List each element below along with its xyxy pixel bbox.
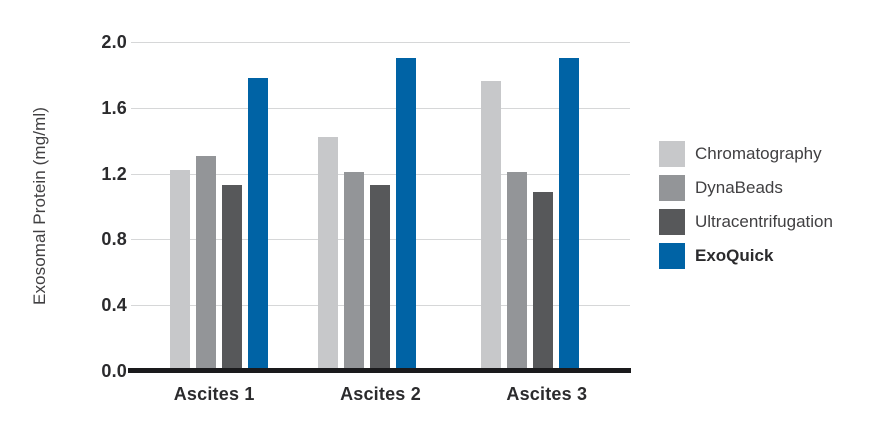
legend-swatch-dynabeads: [659, 175, 685, 201]
bar-ultracentrifugation-ascites-2: [370, 185, 390, 371]
plot-area: [131, 42, 630, 371]
legend-label-chromatography: Chromatography: [695, 144, 822, 163]
x-axis-line: [128, 368, 631, 373]
x-category-label-ascites-1: Ascites 1: [173, 384, 255, 404]
bar-exoquick-ascites-3: [559, 58, 579, 371]
bar-exoquick-ascites-1: [248, 78, 268, 371]
y-tick-label: 0.4: [101, 295, 127, 316]
bar-group-ascites-2: [318, 42, 416, 371]
legend-item-chromatography: Chromatography: [659, 141, 833, 167]
legend-label-exoquick: ExoQuick: [695, 246, 774, 265]
legend-item-ultracentrifugation: Ultracentrifugation: [659, 209, 833, 235]
bar-dynabeads-ascites-3: [507, 171, 527, 371]
bar-ultracentrifugation-ascites-3: [533, 191, 553, 371]
legend-swatch-ultracentrifugation: [659, 209, 685, 235]
gridline: [131, 107, 630, 109]
legend-item-exoquick: ExoQuick: [659, 243, 833, 269]
bar-dynabeads-ascites-1: [196, 155, 216, 371]
y-tick-label: 2.0: [101, 32, 127, 52]
y-tick-label: 1.2: [101, 163, 127, 184]
y-tick-label: 0.8: [101, 229, 127, 250]
bar-group-ascites-1: [170, 42, 268, 371]
x-category-label-ascites-2: Ascites 2: [340, 384, 421, 404]
x-category-label-ascites-3: Ascites 3: [506, 384, 588, 404]
legend-swatch-exoquick: [659, 243, 685, 269]
y-axis-title: Exosomal Protein (mg/ml): [30, 107, 49, 305]
bar-chromatography-ascites-3: [481, 81, 501, 371]
x-axis-labels: Ascites 1 Ascites 2 Ascites 3: [131, 384, 630, 405]
legend-label-dynabeads: DynaBeads: [695, 178, 783, 197]
legend-swatch-chromatography: [659, 141, 685, 167]
bar-dynabeads-ascites-2: [344, 171, 364, 371]
bar-chromatography-ascites-1: [170, 170, 190, 371]
y-tick-label: 0.0: [101, 361, 127, 381]
bar-ultracentrifugation-ascites-1: [222, 185, 242, 371]
legend-label-ultracentrifugation: Ultracentrifugation: [695, 212, 833, 231]
gridline: [131, 42, 630, 43]
bar-group-ascites-3: [481, 42, 579, 371]
gridline: [131, 173, 630, 175]
legend: Chromatography DynaBeads Ultracentrifugati…: [659, 141, 833, 277]
bar-exoquick-ascites-2: [396, 58, 416, 371]
y-tick-label: 1.6: [101, 97, 127, 118]
legend-item-dynabeads: DynaBeads: [659, 175, 833, 201]
bar-chromatography-ascites-2: [318, 137, 338, 371]
